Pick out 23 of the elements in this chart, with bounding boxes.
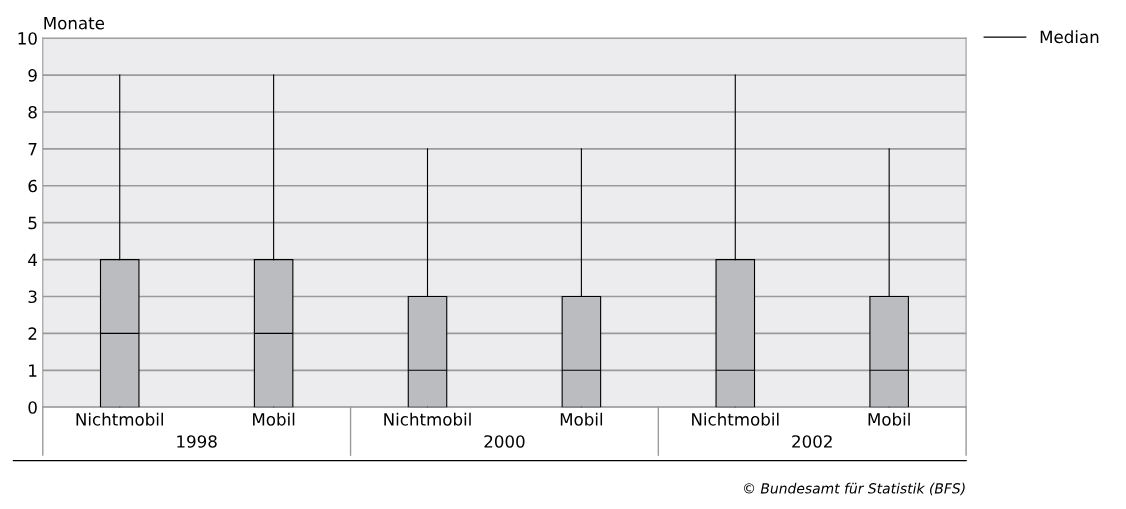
y-tick-label: 6 [28, 179, 37, 193]
y-tick-label: 4 [28, 253, 37, 266]
legend-label: Median [1040, 30, 1099, 44]
text: © Bundesamt für Statistik (BFS) [744, 482, 965, 496]
y-axis-title: Monate [44, 17, 105, 30]
y-tick-label: 0 [28, 401, 37, 414]
x-tick-label: Nichtmobil [692, 412, 779, 426]
y-tick-label: 3 [28, 290, 37, 304]
y-tick-label: 8 [28, 105, 37, 119]
y-tick-label: 1 [29, 364, 37, 377]
x-tick-label: Nichtmobil [76, 412, 163, 426]
y-tick-label: 7 [28, 143, 37, 156]
x-tick-label: Nichtmobil [384, 412, 471, 426]
x-tick-label: Mobil [868, 412, 910, 426]
x-tick-label: Mobil [253, 412, 295, 426]
text: 2002 [792, 435, 832, 448]
y-tick-label: 9 [28, 69, 37, 82]
y-tick-label: 10 [18, 32, 37, 45]
text: 2000 [484, 435, 525, 448]
y-tick-label: 5 [28, 216, 37, 230]
text: 1998 [177, 435, 217, 448]
y-tick-label: 2 [28, 327, 37, 340]
x-tick-label: Mobil [560, 412, 603, 426]
